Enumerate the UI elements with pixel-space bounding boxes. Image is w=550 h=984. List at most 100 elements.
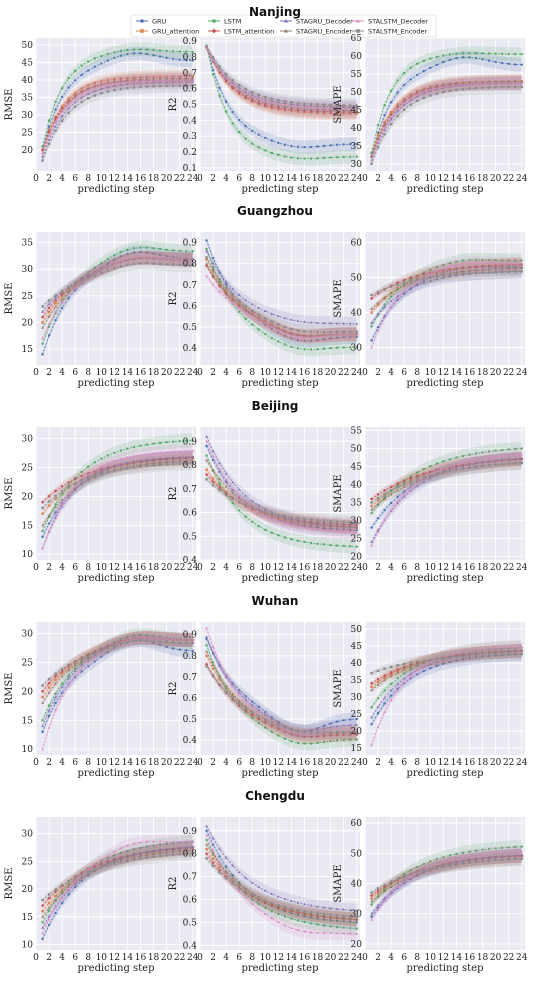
data-point-stalstm-decoder [283, 728, 287, 731]
x-tick-label: 16 [464, 758, 476, 768]
data-point-lstm [429, 57, 432, 60]
legend-marker [140, 29, 144, 33]
data-point-stalstm-decoder [370, 544, 373, 547]
data-point-lstm [113, 853, 116, 857]
data-point-stagru-encoder [106, 81, 110, 84]
x-tick-label: 8 [249, 758, 255, 768]
data-point-stalstm-decoder [474, 854, 478, 857]
ci-band-gru [371, 647, 522, 727]
ci-band-stalstm-decoder [371, 256, 522, 350]
data-point-stalstm-decoder [355, 932, 359, 935]
x-tick-label: 2 [210, 563, 216, 573]
data-point-stalstm-encoder [455, 273, 458, 276]
x-tick-label: 24 [187, 953, 199, 963]
data-point-lstm [277, 734, 280, 737]
ci-band-stalstm-encoder [206, 855, 357, 924]
x-tick-label: 4 [223, 953, 229, 963]
data-point-stalstm-decoder [218, 68, 221, 72]
data-point-stalstm-encoder [100, 865, 103, 869]
data-point-lstm [349, 346, 352, 349]
data-point-stalstm-encoder [322, 103, 326, 106]
x-tick-label: 6 [236, 368, 242, 378]
series-line-stagru-decoder [206, 436, 357, 528]
data-point-gru [60, 901, 64, 905]
y-tick-label: 60 [351, 819, 363, 829]
data-point-stagru-decoder [67, 676, 70, 680]
data-point-stagru-decoder [263, 97, 267, 101]
data-point-stalstm-encoder [494, 653, 497, 656]
data-point-stalstm-decoder [520, 453, 524, 456]
data-point-stagru-decoder [422, 281, 426, 284]
data-point-stalstm-decoder [237, 88, 241, 91]
data-point-lstm [342, 738, 345, 742]
data-point-gru-attention [231, 295, 234, 299]
series-line-stalstm-encoder [371, 271, 522, 296]
series-line-gru-attention [371, 264, 522, 313]
data-point-stalstm-encoder [132, 858, 136, 861]
data-point-stalstm-encoder [370, 162, 373, 166]
data-point-gru [41, 730, 44, 734]
data-point-stalstm-decoder [507, 851, 510, 854]
data-point-stagru-encoder [231, 491, 234, 494]
data-point-stalstm-decoder [205, 439, 208, 443]
data-point-stagru-decoder [73, 100, 77, 104]
data-point-gru [106, 651, 110, 654]
data-point-stalstm-encoder [442, 274, 445, 277]
data-point-stagru-encoder [396, 489, 399, 492]
data-point-stagru-encoder [184, 76, 188, 80]
data-point-stalstm-decoder [184, 638, 188, 641]
y-axis-label: RMSE [4, 478, 15, 510]
data-point-lstm [435, 55, 439, 59]
x-tick-label: 18 [148, 758, 160, 768]
series-line-gru-attention [206, 469, 357, 528]
x-tick-label: 4 [388, 174, 394, 184]
data-point-stalstm-encoder [383, 667, 386, 670]
x-tick-label: 8 [414, 174, 420, 184]
data-point-stalstm-encoder [303, 517, 306, 521]
data-point-stagru-decoder [283, 101, 287, 105]
data-point-stalstm-encoder [322, 330, 326, 334]
data-point-stagru-decoder [211, 449, 215, 452]
data-point-gru [87, 69, 90, 72]
y-axis-label: RMSE [4, 283, 15, 315]
data-point-stagru-decoder [322, 906, 326, 909]
data-point-stagru-encoder [409, 281, 413, 285]
series-line-lstm-attention [371, 458, 522, 500]
series-line-stalstm-decoder [371, 851, 522, 921]
data-point-stalstm-encoder [422, 476, 425, 479]
data-point-stalstm-encoder [80, 279, 83, 283]
data-point-stalstm-decoder [119, 846, 123, 850]
data-point-stalstm-encoder [500, 85, 504, 89]
data-point-lstm-attention [355, 110, 359, 114]
data-point-stagru-decoder [218, 461, 221, 465]
x-tick-label: 14 [122, 563, 134, 573]
data-point-stalstm-encoder [132, 86, 136, 89]
data-point-stalstm-encoder [474, 86, 478, 90]
data-point-lstm-attention [402, 665, 406, 669]
data-point-stagru-encoder [396, 671, 399, 674]
data-point-stagru-encoder [329, 108, 332, 111]
data-point-stagru-decoder [145, 81, 149, 84]
data-point-gru [520, 63, 523, 66]
data-point-stalstm-decoder [468, 261, 471, 265]
data-point-lstm-attention [263, 721, 267, 725]
data-layer [40, 433, 195, 551]
data-point-stalstm-decoder [370, 743, 373, 746]
x-tick-label: 8 [85, 758, 91, 768]
data-point-lstm [494, 52, 497, 55]
data-point-stalstm-decoder [370, 918, 373, 921]
data-point-stagru-decoder [500, 854, 504, 858]
y-tick-label: 60 [351, 52, 363, 62]
y-tick-label: 25 [22, 463, 34, 473]
data-point-stalstm-decoder [54, 906, 57, 909]
x-tick-label: 0 [197, 758, 203, 768]
data-point-gru [316, 727, 319, 730]
data-point-stalstm-encoder [60, 667, 64, 671]
data-point-stalstm-encoder [422, 659, 425, 662]
data-point-stagru-decoder [47, 302, 51, 305]
data-point-stalstm-encoder [335, 914, 339, 917]
data-point-stalstm-encoder [335, 520, 339, 523]
data-point-stagru-decoder [468, 858, 471, 861]
data-point-stalstm-encoder [205, 44, 208, 48]
